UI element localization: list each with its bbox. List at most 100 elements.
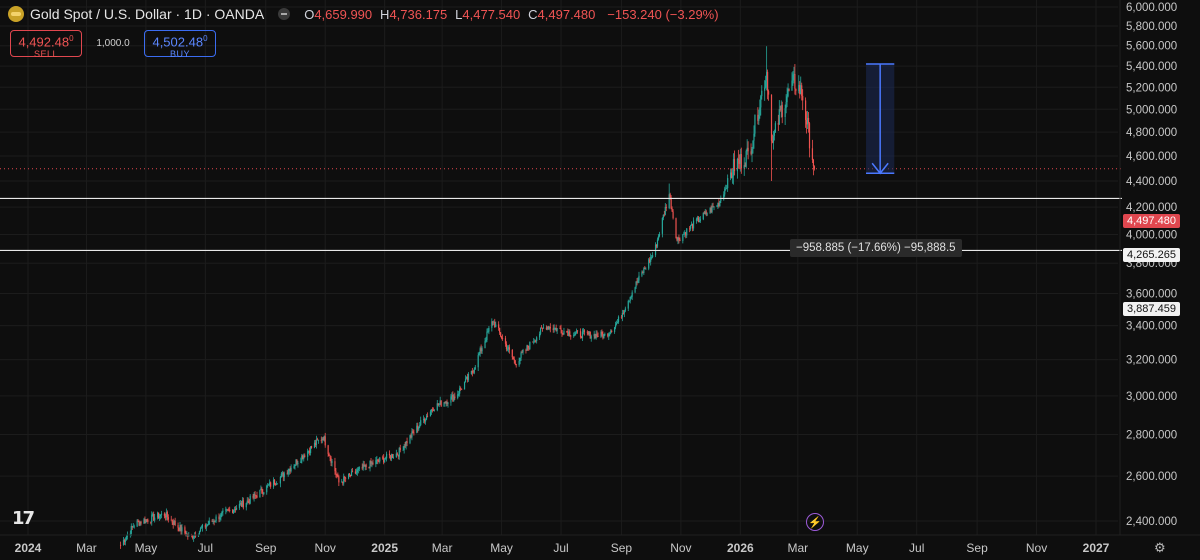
candle-body (309, 450, 311, 454)
candle-body (430, 409, 433, 412)
candle-body (801, 85, 803, 96)
quantity-field[interactable]: 1,000.0 (96, 38, 130, 49)
candle-body (808, 123, 811, 149)
candle-body (337, 476, 339, 478)
candle-body (207, 524, 209, 526)
candle-body (621, 313, 624, 318)
candle-body (369, 460, 371, 469)
candle-body (603, 334, 605, 339)
candle-body (511, 349, 513, 358)
candle-body (242, 500, 244, 508)
candle-body (391, 454, 394, 458)
x-tick-label: May (490, 541, 513, 555)
collapse-icon[interactable] (278, 8, 291, 20)
lightning-icon[interactable]: ⚡ (806, 513, 824, 531)
candle-body (188, 534, 190, 537)
candle-body (140, 521, 142, 524)
candle-body (650, 257, 652, 262)
candle-body (215, 516, 217, 522)
candle-body (729, 172, 732, 179)
candle-body (137, 520, 139, 522)
candle-body (624, 308, 626, 311)
candle-body (737, 158, 739, 160)
candle-body (446, 401, 448, 404)
candle-body (491, 321, 493, 328)
candle-body (582, 330, 585, 332)
x-tick-label: Jul (198, 541, 213, 555)
y-tick-label: 3,200.000 (1126, 355, 1177, 367)
candle-body (686, 228, 688, 236)
candle-body (316, 439, 319, 441)
candle-body (807, 117, 810, 124)
candle-body (697, 217, 700, 223)
candle-body (152, 514, 154, 515)
buy-button[interactable]: 4,502.480 BUY (144, 30, 216, 59)
candle-body (383, 457, 385, 463)
candle-body (731, 175, 734, 178)
candle-body (767, 71, 769, 92)
candle-body (630, 296, 632, 298)
candle-body (193, 536, 195, 539)
close-value: 4,497.480 (537, 7, 596, 22)
candle-body (300, 461, 302, 463)
candle-body (266, 485, 268, 493)
candle-body (611, 330, 613, 332)
candle-body (730, 172, 733, 178)
high-key: H (380, 7, 390, 22)
candle-body (716, 205, 718, 207)
candle-body (481, 348, 483, 352)
candle-body (773, 132, 776, 136)
sell-button[interactable]: 4,492.480 SELL (10, 30, 82, 59)
candle-body (512, 357, 514, 360)
measure-arrow-head (871, 162, 889, 175)
candle-body (492, 321, 494, 323)
candle-body (357, 468, 359, 471)
candle-body (378, 461, 380, 463)
candle-body (668, 194, 670, 209)
candle-body (416, 425, 418, 433)
candle-body (194, 534, 196, 537)
candle-body (204, 524, 206, 528)
candle-body (304, 455, 306, 457)
candle-body (753, 133, 755, 141)
candle-body (477, 355, 479, 368)
candle-body (657, 236, 660, 240)
candle-body (144, 519, 146, 523)
candle-body (310, 446, 313, 448)
candle-body (361, 467, 363, 469)
candle-body (138, 521, 140, 526)
candle-body (581, 331, 584, 339)
candle-body (744, 165, 746, 167)
candle-body (568, 331, 570, 336)
candle-body (309, 446, 312, 454)
candle-body (447, 402, 449, 404)
candle-body (409, 435, 411, 444)
y-tick-label: 3,600.000 (1126, 289, 1177, 301)
candle-body (781, 105, 783, 118)
candle-body (147, 519, 149, 522)
candle-body (683, 233, 685, 235)
candle-body (554, 327, 556, 329)
candle-body (403, 445, 405, 450)
candle-body (548, 326, 550, 330)
candle-body (356, 470, 358, 473)
x-tick-label: 2026 (727, 541, 754, 555)
tradingview-logo-icon[interactable]: 17 (12, 508, 35, 529)
candle-body (198, 531, 201, 535)
candle-body (648, 259, 650, 269)
candle-body (717, 202, 719, 206)
candle-body (321, 438, 323, 441)
low-value: 4,477.540 (462, 7, 521, 22)
candle-body (136, 520, 138, 527)
candle-body (710, 208, 712, 213)
candle-body (467, 374, 470, 380)
candle-body (698, 220, 700, 223)
candle-body (219, 517, 221, 520)
candle-body (443, 402, 445, 407)
candle-body (759, 107, 761, 117)
candle-body (396, 453, 398, 455)
gear-icon[interactable]: ⚙ (1154, 540, 1166, 555)
candle-body (747, 147, 749, 152)
symbol-title[interactable]: Gold Spot / U.S. Dollar · 1D · OANDA (30, 6, 265, 22)
